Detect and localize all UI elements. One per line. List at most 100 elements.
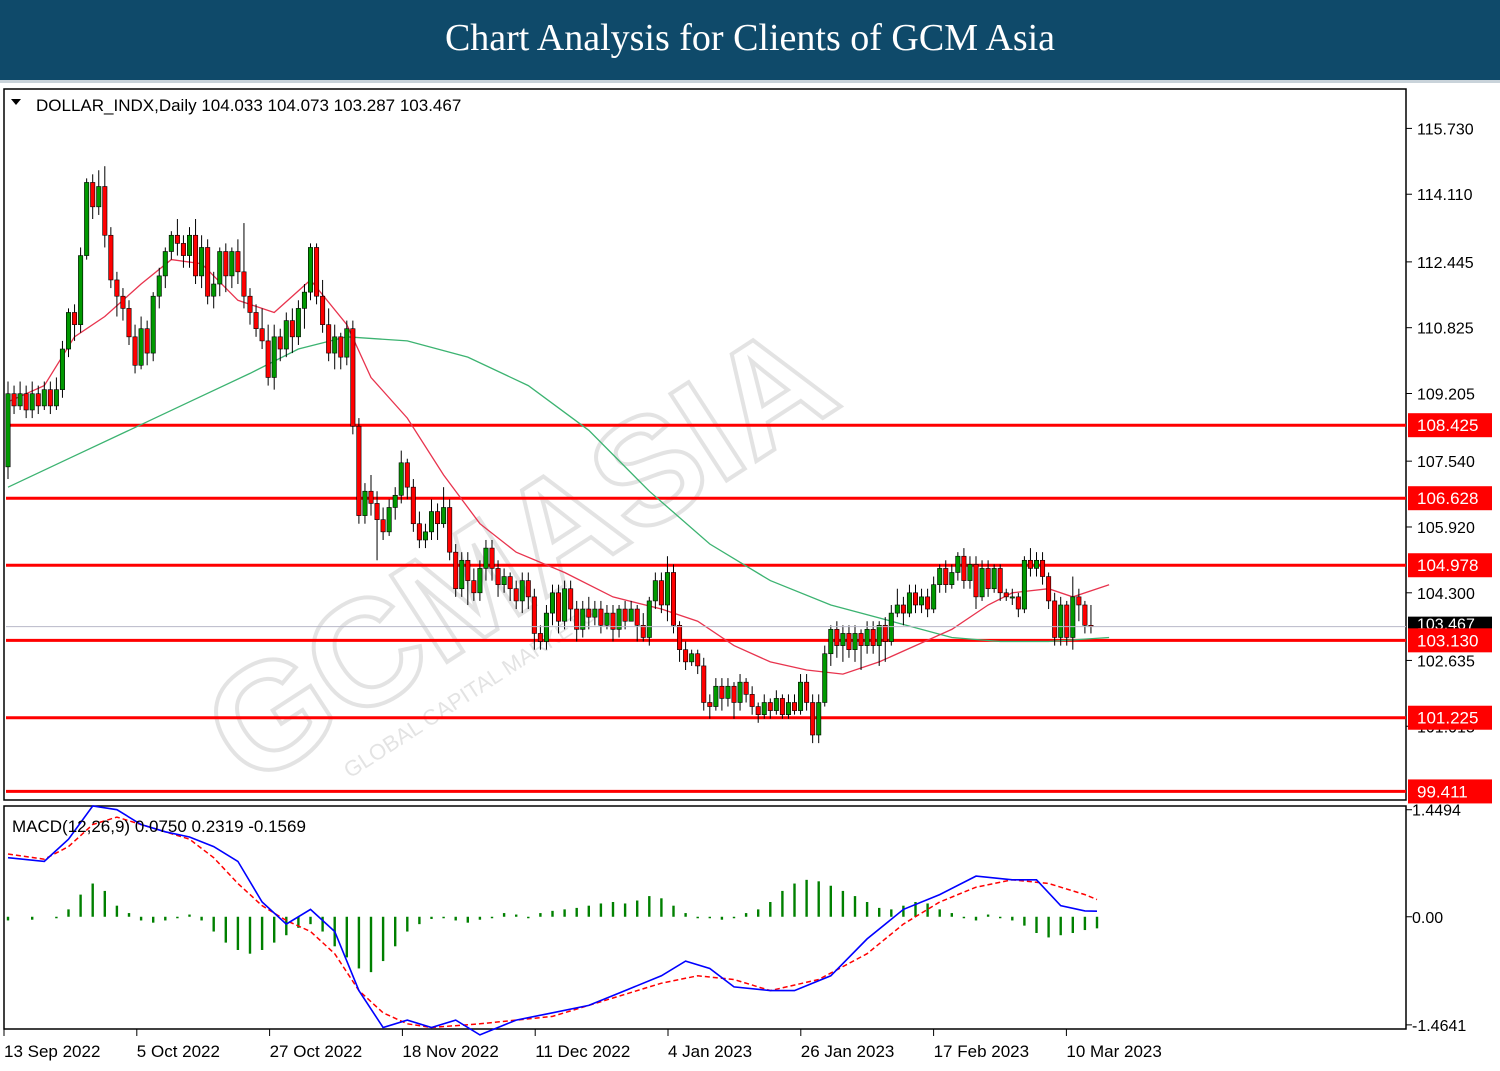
- candle: [35, 385, 41, 415]
- candle: [931, 576, 937, 614]
- candle-body-up: [646, 600, 652, 638]
- macd-histogram-bar: [1071, 916, 1074, 934]
- candle: [356, 418, 362, 524]
- candle: [156, 267, 162, 309]
- candle-body-down: [108, 234, 114, 281]
- candle-body-up: [386, 507, 392, 533]
- candle-body-down: [23, 393, 29, 411]
- candle-body-down: [114, 279, 120, 297]
- candle: [283, 312, 289, 358]
- candle-body-down: [90, 182, 96, 208]
- candle-body-down: [695, 653, 701, 667]
- candle-body-down: [126, 308, 132, 338]
- macd-tick-label: -1.4641: [1412, 1018, 1466, 1035]
- candle-body-up: [840, 633, 846, 646]
- candle-body-up: [501, 576, 507, 585]
- level-tag: [1408, 486, 1492, 511]
- candle-body-up: [398, 462, 404, 496]
- candle: [925, 588, 931, 618]
- level-tag: [1408, 628, 1492, 653]
- price-axis: 115.730 114.110 112.445 110.825 109.205 107.5…: [6, 121, 1492, 804]
- candle: [937, 564, 943, 593]
- candle: [338, 332, 344, 370]
- macd-histogram-bar: [999, 916, 1002, 919]
- candle-body-down: [634, 608, 640, 626]
- macd-histogram-bar: [454, 916, 457, 921]
- macd-histogram-bar: [1023, 916, 1026, 926]
- macd-line: [7, 805, 1098, 1036]
- candle: [453, 544, 459, 597]
- candle-body-down: [743, 681, 749, 695]
- candle-body-up: [66, 312, 72, 350]
- candle-body-up: [168, 234, 174, 252]
- macd-histogram-bar: [551, 910, 554, 917]
- candle-body-down: [193, 234, 199, 277]
- candle: [465, 552, 471, 605]
- candle: [295, 300, 301, 345]
- macd-histogram-bar: [1011, 916, 1014, 921]
- macd-histogram-bar: [926, 903, 929, 917]
- macd-histogram-bar: [188, 914, 191, 917]
- macd-histogram-bar: [720, 916, 724, 920]
- time-tick-label: 10 Mar 2023: [1066, 1042, 1161, 1061]
- candle-body-up: [17, 393, 23, 407]
- macd-histogram-bar: [79, 894, 82, 917]
- candle-body-down: [144, 328, 150, 354]
- candle: [471, 568, 477, 601]
- macd-histogram-bar: [636, 900, 639, 917]
- candle-body-down: [586, 608, 592, 618]
- candle: [737, 674, 743, 711]
- ma-slow-line: [7, 336, 1110, 643]
- candle: [362, 483, 368, 524]
- macd-axis: 1.4494 0.00 -1.4641: [1406, 803, 1466, 1035]
- price-tick-label: 110.825: [1417, 321, 1474, 338]
- candle-body-down: [356, 425, 362, 516]
- candle: [235, 239, 241, 285]
- macd-histogram-bar: [515, 914, 518, 917]
- macd-histogram-bar: [176, 916, 179, 919]
- candle-body-up: [78, 255, 84, 325]
- candle: [29, 381, 35, 419]
- macd-histogram-bar: [878, 907, 881, 917]
- candle-body-down: [453, 551, 459, 590]
- candle-body-down: [205, 247, 211, 297]
- candle: [392, 487, 398, 520]
- candle-body-up: [344, 328, 350, 358]
- candle-body-down: [11, 393, 17, 407]
- candle: [586, 596, 592, 630]
- candle: [574, 600, 580, 642]
- candle-body-down: [374, 503, 380, 520]
- candle-body-down: [350, 328, 356, 427]
- candle-body-up: [888, 612, 894, 642]
- candle: [604, 604, 610, 630]
- candle-body-down: [882, 624, 888, 642]
- candle: [410, 479, 416, 532]
- macd-histogram-bar: [587, 905, 590, 917]
- candle: [955, 552, 961, 581]
- chart-menu-arrow-icon[interactable]: [11, 99, 21, 105]
- candle-body-up: [991, 568, 997, 590]
- time-tick-label: 26 Jan 2023: [801, 1042, 895, 1061]
- candle-body-down: [241, 271, 247, 297]
- macd-histogram-bar: [817, 881, 820, 917]
- candle-body-down: [1076, 596, 1082, 606]
- macd-histogram-bar: [1095, 916, 1099, 929]
- macd-histogram-bar: [563, 909, 566, 917]
- candle-body-up: [5, 393, 11, 468]
- candle-body-up: [1058, 604, 1064, 638]
- candle-body-down: [265, 340, 271, 378]
- candle: [174, 219, 180, 256]
- macd-histogram-bar: [732, 916, 736, 919]
- candle: [326, 308, 332, 362]
- candle: [755, 702, 761, 723]
- candle: [549, 584, 555, 626]
- candle-body-down: [410, 486, 416, 525]
- candle-body-up: [307, 247, 313, 293]
- candle-body-down: [997, 568, 1003, 594]
- candle: [543, 604, 549, 650]
- candle: [701, 657, 707, 711]
- candle-body-down: [568, 588, 574, 610]
- candle: [150, 292, 156, 362]
- candle: [876, 621, 882, 666]
- candle: [307, 243, 313, 301]
